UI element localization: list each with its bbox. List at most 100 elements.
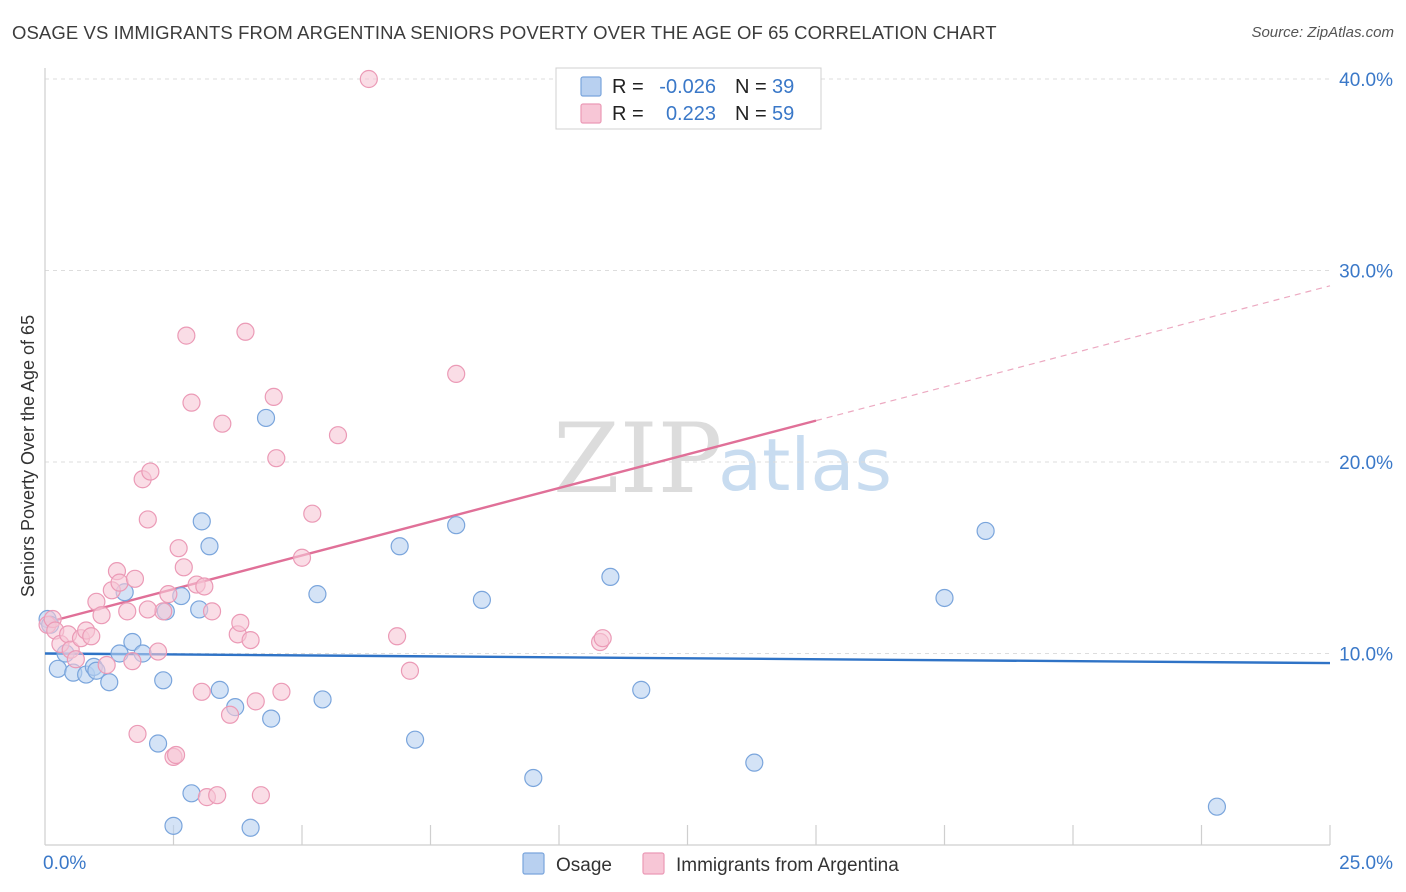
x-tick-label-max: 25.0%: [1339, 853, 1393, 874]
osage-point: [745, 753, 764, 772]
argentina-point: [292, 548, 312, 567]
osage-point: [182, 784, 201, 803]
legend-r-value-osage: -0.026: [659, 76, 716, 98]
series-legend: Osage Immigrants from Argentina: [522, 852, 899, 876]
osage-point: [154, 671, 173, 690]
argentina-point: [118, 602, 137, 621]
legend-swatch-argentina: [580, 103, 602, 124]
argentina-point: [66, 650, 85, 669]
argentina-point: [231, 613, 250, 632]
argentina-point: [128, 724, 147, 744]
argentina-point: [251, 786, 270, 805]
trend-line-extension-argentina: [815, 285, 1331, 422]
legend-n-value-osage: 39: [772, 76, 794, 98]
osage-point: [48, 659, 67, 678]
osage-point: [192, 512, 211, 531]
legend-n-label-argentina: N =: [735, 103, 767, 125]
osage-point: [210, 680, 229, 699]
osage-point: [313, 690, 332, 709]
argentina-point: [213, 414, 232, 433]
argentina-point: [97, 655, 116, 675]
grid-layer: [45, 78, 1331, 845]
argentina-point: [138, 510, 157, 529]
watermark-zip: ZIP: [553, 403, 722, 515]
argentina-point: [169, 539, 188, 558]
legend-r-label-argentina: R =: [612, 103, 644, 125]
y-tick-label: 40.0%: [1339, 70, 1393, 91]
osage-point: [256, 408, 276, 428]
osage-point: [1207, 797, 1227, 816]
argentina-point: [593, 629, 612, 648]
argentina-point: [400, 661, 420, 680]
osage-point: [164, 816, 183, 835]
correlation-legend: R = -0.026 N = 39 R = 0.223 N = 59: [555, 67, 822, 130]
argentina-point: [236, 322, 255, 341]
axis-layer: [44, 68, 1330, 846]
legend-r-label-osage: R =: [612, 76, 644, 98]
argentina-point: [387, 627, 407, 646]
argentina-point: [123, 652, 142, 671]
argentina-point: [272, 682, 291, 701]
argentina-point: [246, 692, 265, 711]
argentina-point: [208, 786, 227, 805]
series-legend-label-argentina: Immigrants from Argentina: [676, 855, 899, 876]
label-layer: Seniors Poverty Over the Age of 65 0.0% …: [18, 70, 1393, 874]
series-legend-label-osage: Osage: [556, 855, 612, 876]
points-layer: [38, 69, 1227, 837]
osage-point: [601, 567, 620, 587]
osage-point: [241, 818, 260, 837]
osage-point: [390, 537, 409, 556]
osage-point: [447, 516, 466, 535]
argentina-point: [148, 642, 168, 661]
osage-point: [308, 585, 327, 604]
legend-n-label-osage: N =: [735, 76, 767, 98]
argentina-point: [241, 630, 260, 650]
argentina-point: [359, 69, 378, 89]
series-legend-swatch-osage: [522, 852, 545, 875]
series-legend-swatch-argentina: [642, 852, 665, 875]
osage-point: [524, 768, 543, 788]
argentina-point: [192, 682, 211, 701]
osage-point: [976, 521, 995, 541]
legend-r-value-argentina: 0.223: [666, 103, 716, 125]
argentina-point: [264, 387, 283, 406]
argentina-point: [138, 600, 157, 619]
argentina-point: [166, 745, 186, 765]
osage-point: [632, 680, 651, 699]
argentina-point: [220, 705, 240, 724]
argentina-point: [141, 462, 160, 481]
argentina-point: [328, 426, 348, 445]
argentina-point: [182, 393, 201, 412]
chart-source: Source: ZipAtlas.com: [1251, 24, 1394, 41]
chart-title: OSAGE VS IMMIGRANTS FROM ARGENTINA SENIO…: [12, 22, 997, 43]
argentina-point: [267, 449, 286, 468]
y-axis-title: Seniors Poverty Over the Age of 65: [18, 315, 38, 597]
osage-point: [200, 537, 219, 556]
argentina-point: [177, 326, 196, 345]
trend-line-osage: [44, 652, 1331, 665]
x-tick-label-min: 0.0%: [43, 853, 86, 874]
osage-point: [100, 673, 119, 692]
legend-n-value-argentina: 59: [772, 103, 794, 125]
argentina-point: [92, 606, 111, 625]
osage-point: [935, 588, 954, 608]
argentina-point: [110, 573, 129, 592]
osage-point: [472, 590, 491, 609]
y-tick-label: 30.0%: [1339, 262, 1393, 283]
osage-point: [405, 730, 425, 749]
argentina-point: [202, 602, 222, 621]
argentina-point: [125, 569, 145, 588]
y-tick-label: 20.0%: [1339, 453, 1393, 474]
osage-point: [262, 709, 281, 728]
argentina-point: [447, 364, 466, 384]
osage-point: [148, 734, 168, 753]
argentina-point: [154, 602, 173, 621]
osage-point: [123, 632, 142, 652]
argentina-point: [195, 577, 214, 596]
argentina-point: [82, 627, 101, 646]
y-tick-label: 10.0%: [1339, 645, 1393, 666]
watermark-atlas: atlas: [718, 423, 892, 507]
argentina-point: [174, 558, 193, 577]
argentina-point: [303, 504, 322, 523]
